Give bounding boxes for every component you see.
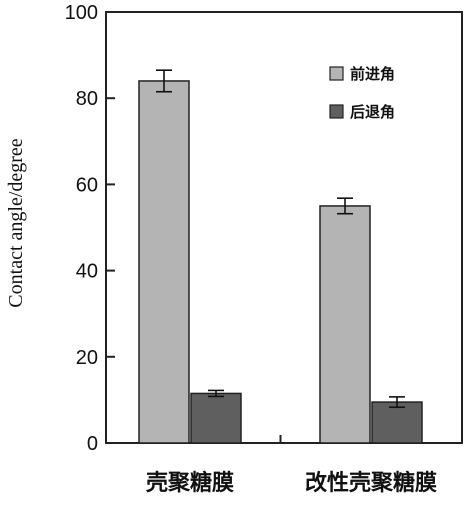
x-category-label: 壳聚糖膜 (145, 470, 234, 496)
legend-entry: 前进角 (350, 65, 395, 83)
y-tick-label: 40 (76, 261, 98, 283)
y-tick-label: 80 (76, 88, 98, 110)
axes (105, 11, 463, 444)
bars (138, 80, 423, 444)
plot-frame (105, 11, 463, 444)
bar (319, 205, 371, 444)
error-bars (156, 69, 405, 409)
x-categories: 壳聚糖膜 改性壳聚糖膜 (145, 470, 437, 496)
y-axis-title: Contact angle/degree (5, 138, 27, 307)
y-ticks: 0 20 40 60 80 100 (65, 2, 115, 455)
bar (371, 401, 423, 444)
legend-swatch (329, 66, 344, 81)
legend-swatch (329, 104, 344, 119)
bar (190, 392, 242, 444)
x-category-label: 改性壳聚糖膜 (305, 470, 437, 496)
y-tick-label: 60 (76, 174, 98, 196)
bar (138, 80, 190, 444)
y-tick-label: 100 (65, 2, 98, 24)
legend-entry: 后退角 (350, 103, 395, 121)
y-tick-label: 0 (87, 433, 98, 455)
y-tick-label: 20 (76, 347, 98, 369)
